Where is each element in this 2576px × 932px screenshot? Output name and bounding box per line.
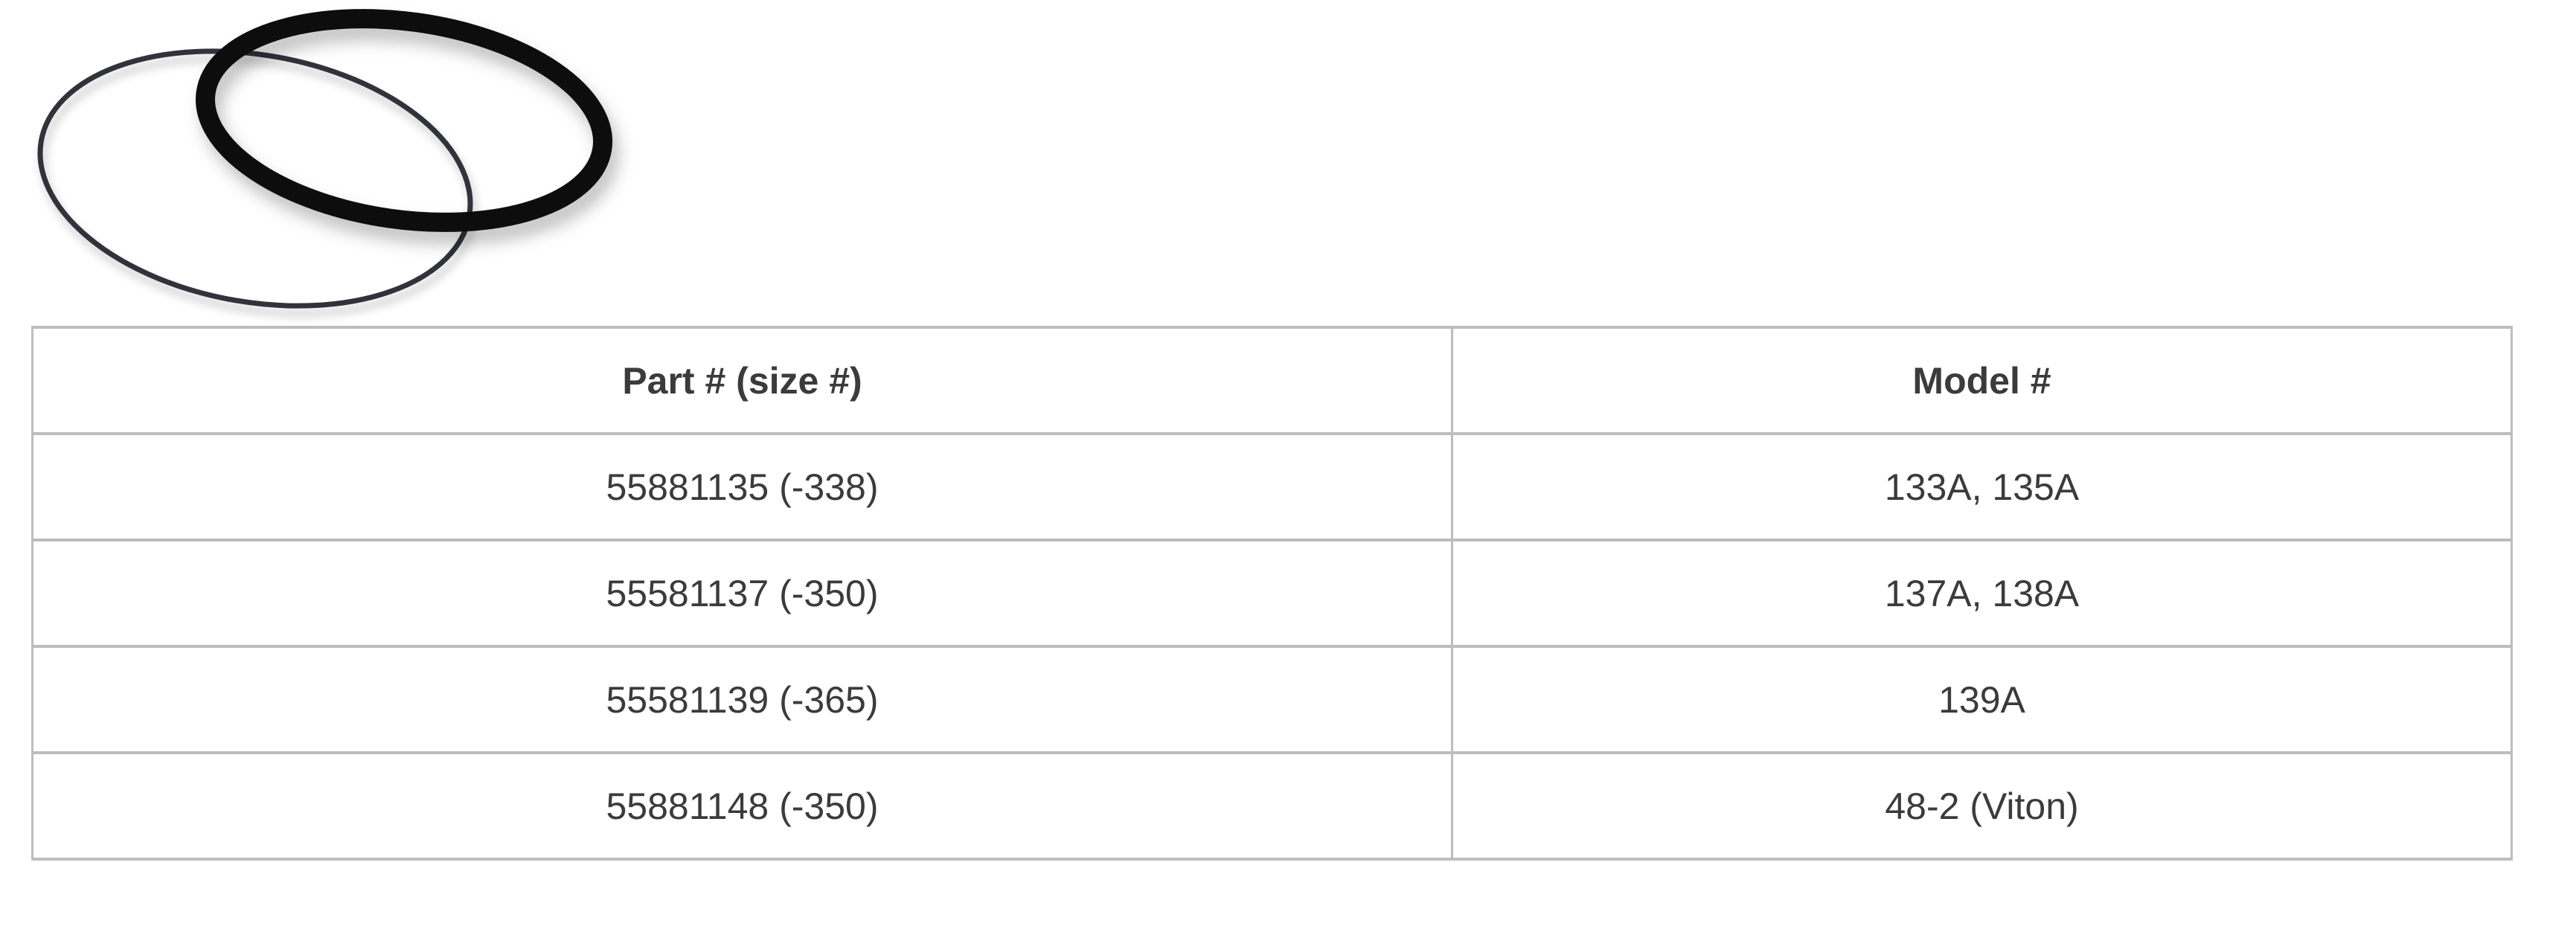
part-number-cell: 55581137 (-350) xyxy=(31,539,1453,648)
table-header-row: Part # (size #) Model # xyxy=(31,326,2513,435)
part-number-cell: 55581139 (-365) xyxy=(31,645,1453,754)
model-number-cell: 139A xyxy=(1451,645,2513,754)
model-number-cell: 48-2 (Viton) xyxy=(1451,751,2513,861)
table-row: 55881148 (-350) 48-2 (Viton) xyxy=(31,751,2513,861)
thick-oring xyxy=(195,9,613,232)
table-row: 55881135 (-338) 133A, 135A xyxy=(31,432,2513,541)
parts-table: Part # (size #) Model # 55881135 (-338) … xyxy=(31,326,2513,861)
model-number-cell: 133A, 135A xyxy=(1451,432,2513,541)
model-number-cell: 137A, 138A xyxy=(1451,539,2513,648)
part-number-cell: 55881135 (-338) xyxy=(31,432,1453,541)
product-image-orings xyxy=(15,0,655,327)
col-header-model-number: Model # xyxy=(1451,326,2513,435)
part-number-cell: 55881148 (-350) xyxy=(31,751,1453,861)
table-row: 55581139 (-365) 139A xyxy=(31,645,2513,754)
table-row: 55581137 (-350) 137A, 138A xyxy=(31,539,2513,648)
col-header-part-number: Part # (size #) xyxy=(31,326,1453,435)
oring-photo xyxy=(37,9,613,309)
